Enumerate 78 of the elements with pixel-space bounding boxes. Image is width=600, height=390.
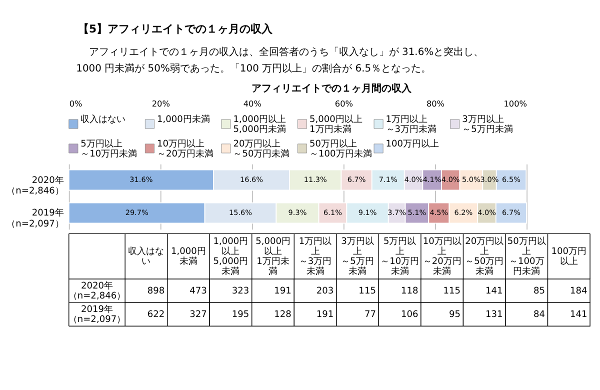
data-label: 5.0% [462, 174, 481, 184]
data-label: 6.1% [324, 208, 342, 217]
text: 3万円以上～5万円未満 [341, 236, 374, 278]
legend-label: 収入はない [80, 114, 126, 126]
legend-label: 3万円以上～5万円未満 [462, 114, 513, 136]
data-label: 16.6% [240, 174, 264, 184]
data-label: 5.1% [408, 208, 426, 217]
legend-label: 5,000円以上1万円未満 [310, 114, 362, 136]
data-label: 31.6% [130, 174, 153, 184]
legend-label: 100万円以上 [386, 138, 440, 150]
x-tick-label: 100% [504, 98, 528, 108]
text: 5万円以上～10万円未満 [380, 236, 420, 278]
text: 1万円以上～3万円未満 [298, 236, 332, 278]
text: 106 [400, 310, 418, 320]
data-label: 6.7% [347, 174, 366, 184]
text: 141 [485, 286, 503, 296]
text: 323 [232, 286, 250, 296]
text: 1000 円未満が 50%弱であった。「100 万円以上」の割合が 6.5％となった。 [76, 62, 432, 74]
legend-label: 10万円以上～20万円未満 [156, 138, 214, 160]
text: 【5】アフィリエイトでの１ヶ月の収入 [78, 22, 274, 36]
text: 84 [534, 310, 546, 320]
text: 2019年（n=2,097） [68, 304, 126, 326]
text: 128 [274, 310, 292, 320]
data-label: 11.3% [304, 174, 327, 184]
text: 191 [274, 286, 292, 296]
text: 195 [232, 310, 250, 320]
data-label: 7.1% [378, 174, 398, 184]
text: 203 [316, 286, 334, 296]
data-label: 4.0% [404, 174, 423, 184]
data-label: 6.7% [502, 208, 521, 217]
data-label: 3.0% [480, 174, 499, 184]
text: 115 [443, 286, 461, 296]
text: 77 [364, 310, 376, 320]
data-label: 4.0% [478, 208, 496, 217]
data-label: 6.2% [454, 208, 473, 217]
text: 898 [147, 286, 165, 296]
text: 131 [485, 310, 503, 320]
x-tick-label: 0% [69, 98, 83, 108]
text: 20万円以上～50万円未満 [465, 236, 504, 278]
data-label: 4.1% [422, 174, 442, 184]
text: 85 [534, 286, 546, 296]
data-label: 15.6% [229, 208, 252, 217]
chart-title: アフィリエイトでの１ヶ月間の収入 [252, 82, 413, 94]
data-label: 4.0% [441, 174, 460, 184]
text: 184 [570, 286, 588, 296]
text: 5,000円以上1万円未満 [256, 237, 290, 278]
text: 118 [400, 286, 418, 296]
data-label: 6.5% [502, 174, 521, 184]
text: 収入はない [128, 246, 164, 268]
text: 95 [448, 310, 461, 320]
text: 191 [316, 310, 334, 320]
data-label: 9.3% [288, 208, 307, 217]
text: 473 [190, 286, 208, 296]
data-label: 9.1% [358, 208, 377, 217]
data-label: 4.5% [430, 208, 448, 217]
legend-label: 1万円以上～3万円未満 [386, 114, 437, 136]
x-tick-label: 80% [426, 98, 445, 108]
legend-label: 1,000円以上5,000円未満 [233, 114, 286, 136]
text: 327 [190, 310, 207, 320]
text: 10万円以上～20万円未満 [422, 236, 462, 278]
text: アフィリエイトでの１ヶ月の収入は、全回答者のうち「収入なし」が 31.6%と突出し、 [88, 46, 484, 58]
x-tick-label: 20% [152, 98, 170, 108]
x-tick-label: 40% [243, 98, 262, 108]
legend-label: 1,000円未満 [156, 114, 210, 126]
data-label: 29.7% [125, 208, 148, 217]
legend-label: 20万円以上～50万円未満 [233, 138, 290, 160]
legend-label: 50万円以上～100万円未満 [310, 138, 372, 160]
text: 1,000円未満 [171, 247, 206, 268]
text: 1,000円以上5,000円未満 [213, 237, 248, 278]
data-label: 3.7% [388, 208, 406, 217]
text: 141 [570, 310, 588, 320]
text: 2020年（n=2,846） [68, 280, 126, 302]
text: 100万円以上 [551, 247, 587, 268]
text: 50万円以上～100万円未満 [507, 236, 546, 278]
legend-label: 5万円以上～10万円未満 [80, 138, 138, 160]
text: 115 [358, 286, 376, 296]
text: 622 [147, 310, 165, 320]
x-tick-label: 60% [334, 98, 354, 108]
